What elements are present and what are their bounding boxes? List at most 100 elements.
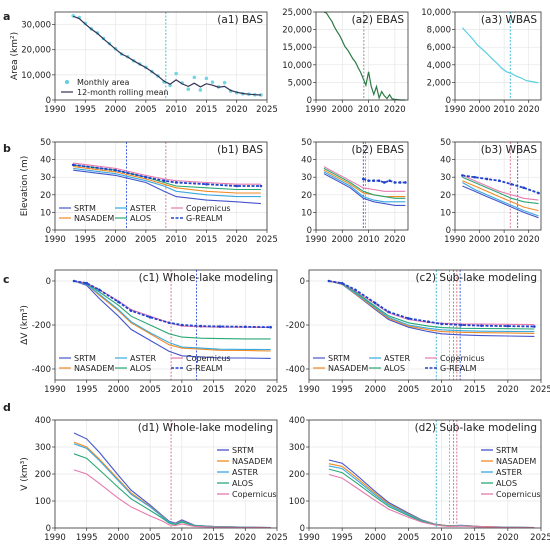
data-point (259, 184, 263, 188)
panel-title: (a2) EBAS (352, 14, 405, 26)
data-point (243, 325, 247, 329)
x-tick-label: 2025 (256, 105, 278, 115)
y-axis-label: V (km³) (20, 457, 30, 491)
legend-label: Copernicus (440, 354, 485, 363)
data-point (192, 75, 197, 80)
data-point (148, 316, 152, 319)
panel-a2: 1990 2000 2010 2020 0 5,000 10,000 15,000 20,000… (282, 8, 409, 115)
data-point (210, 80, 215, 84)
data-point (354, 288, 357, 292)
data-point (537, 191, 540, 195)
plot-area (55, 12, 267, 100)
row-label-c: c (3, 273, 10, 286)
data-point (204, 76, 209, 81)
data-point (327, 279, 331, 283)
data-point (168, 83, 172, 88)
panel-a1: 1990 1995 2000 2005 2010 2015 2020 2025 0 10,000 2… (10, 11, 278, 115)
data-point (510, 182, 513, 186)
legend-label: 12-month rolling mean (77, 88, 169, 97)
legend-label: SRTM (74, 354, 96, 363)
y-tick-label: 0 (300, 524, 305, 534)
series-line-srtm (462, 185, 539, 219)
data-point (372, 179, 376, 183)
series-line-aster (328, 280, 535, 333)
x-tick-label: 1990 (298, 533, 320, 543)
y-tick-label: 30,000 (21, 21, 51, 31)
series-line-srtm (73, 280, 271, 359)
series-line-srtm (73, 169, 261, 205)
legend: SRTM ASTER Copernicus NASADEM ALOS G-REALM (59, 354, 231, 373)
x-tick-label: 2005 (139, 385, 161, 395)
x-tick-label: 2010 (165, 105, 187, 115)
y-tick-label: 0 (446, 96, 451, 106)
x-tick-label: 2000 (331, 235, 353, 245)
y-tick-label: 40 (301, 156, 312, 166)
series-line-copernicus (73, 469, 271, 529)
plot-frame (315, 141, 409, 231)
series-line-copernicus (328, 473, 535, 529)
series-line-g-realm (73, 164, 261, 187)
data-point (174, 71, 178, 76)
plot-frame (454, 11, 542, 101)
x-tick-label: 1990 (305, 235, 327, 245)
y-tick-label: 400 (289, 416, 305, 426)
series-line-aster (323, 171, 406, 203)
legend-label: G-REALM (440, 364, 477, 373)
legend-label: NASADEM (496, 457, 536, 466)
data-point (461, 174, 464, 177)
x-tick-label: 2020 (226, 105, 248, 115)
series-line-alos (73, 280, 271, 340)
y-tick-label: 200 (35, 470, 51, 480)
data-point (144, 175, 148, 179)
legend-label: ALOS (130, 214, 151, 223)
legend-label: SRTM (74, 204, 96, 213)
x-tick-label: 1995 (74, 235, 96, 245)
series-line-copernicus (462, 174, 539, 201)
data-point (259, 93, 263, 97)
legend-label: ASTER (130, 354, 156, 363)
y-tick-label: -200 (32, 321, 51, 331)
plot-frame (315, 11, 409, 101)
x-tick-label: 1990 (305, 105, 327, 115)
x-tick-label: 2010 (358, 105, 380, 115)
data-point (387, 310, 390, 314)
y-tick-label: 10 (40, 208, 51, 218)
data-point (398, 181, 402, 184)
series-line (461, 27, 539, 84)
x-tick-label: 2025 (530, 385, 550, 395)
legend-label: Monthly area (77, 78, 130, 87)
y-tick-label: 15,000 (282, 43, 312, 53)
x-tick-label: 2010 (431, 533, 453, 543)
y-tick-label: 100 (35, 497, 51, 507)
plot-area (316, 142, 408, 230)
y-tick-label: 10,000 (282, 61, 312, 71)
y-tick-label: -200 (286, 321, 305, 331)
panel-title: (a3) WBAS (481, 14, 537, 26)
y-tick-label: 50 (301, 138, 312, 148)
panel-title: (b3) WBAS (481, 144, 538, 156)
x-tick-label: 2020 (384, 105, 406, 115)
x-tick-label: 2015 (464, 385, 486, 395)
x-tick-label: 1990 (444, 105, 466, 115)
x-tick-label: 1995 (76, 533, 98, 543)
y-tick-label: 40 (440, 156, 451, 166)
row-labels: a b c d (3, 10, 11, 414)
legend-label: Copernicus (496, 490, 541, 499)
y-tick-label: 10 (440, 208, 451, 218)
data-point (393, 181, 397, 184)
x-tick-label: 2025 (530, 533, 550, 543)
x-tick-label: 2025 (266, 385, 288, 395)
y-tick-label: 300 (289, 443, 305, 453)
y-tick-label: -400 (286, 365, 305, 375)
legend-label: ASTER (496, 468, 522, 477)
series-line-copernicus (73, 162, 261, 185)
y-tick-label: 8,000 (427, 26, 451, 36)
panel-c2: 1990 1995 2000 2005 2010 2015 2020 2025 -400 -200… (286, 269, 550, 395)
x-tick-label: 2000 (469, 235, 491, 245)
legend-label: SRTM (232, 446, 254, 455)
series-line-alos (323, 167, 406, 199)
data-point (98, 288, 101, 292)
legend-label: G-REALM (186, 214, 223, 223)
series-line-12-month rolling mean (72, 15, 261, 96)
